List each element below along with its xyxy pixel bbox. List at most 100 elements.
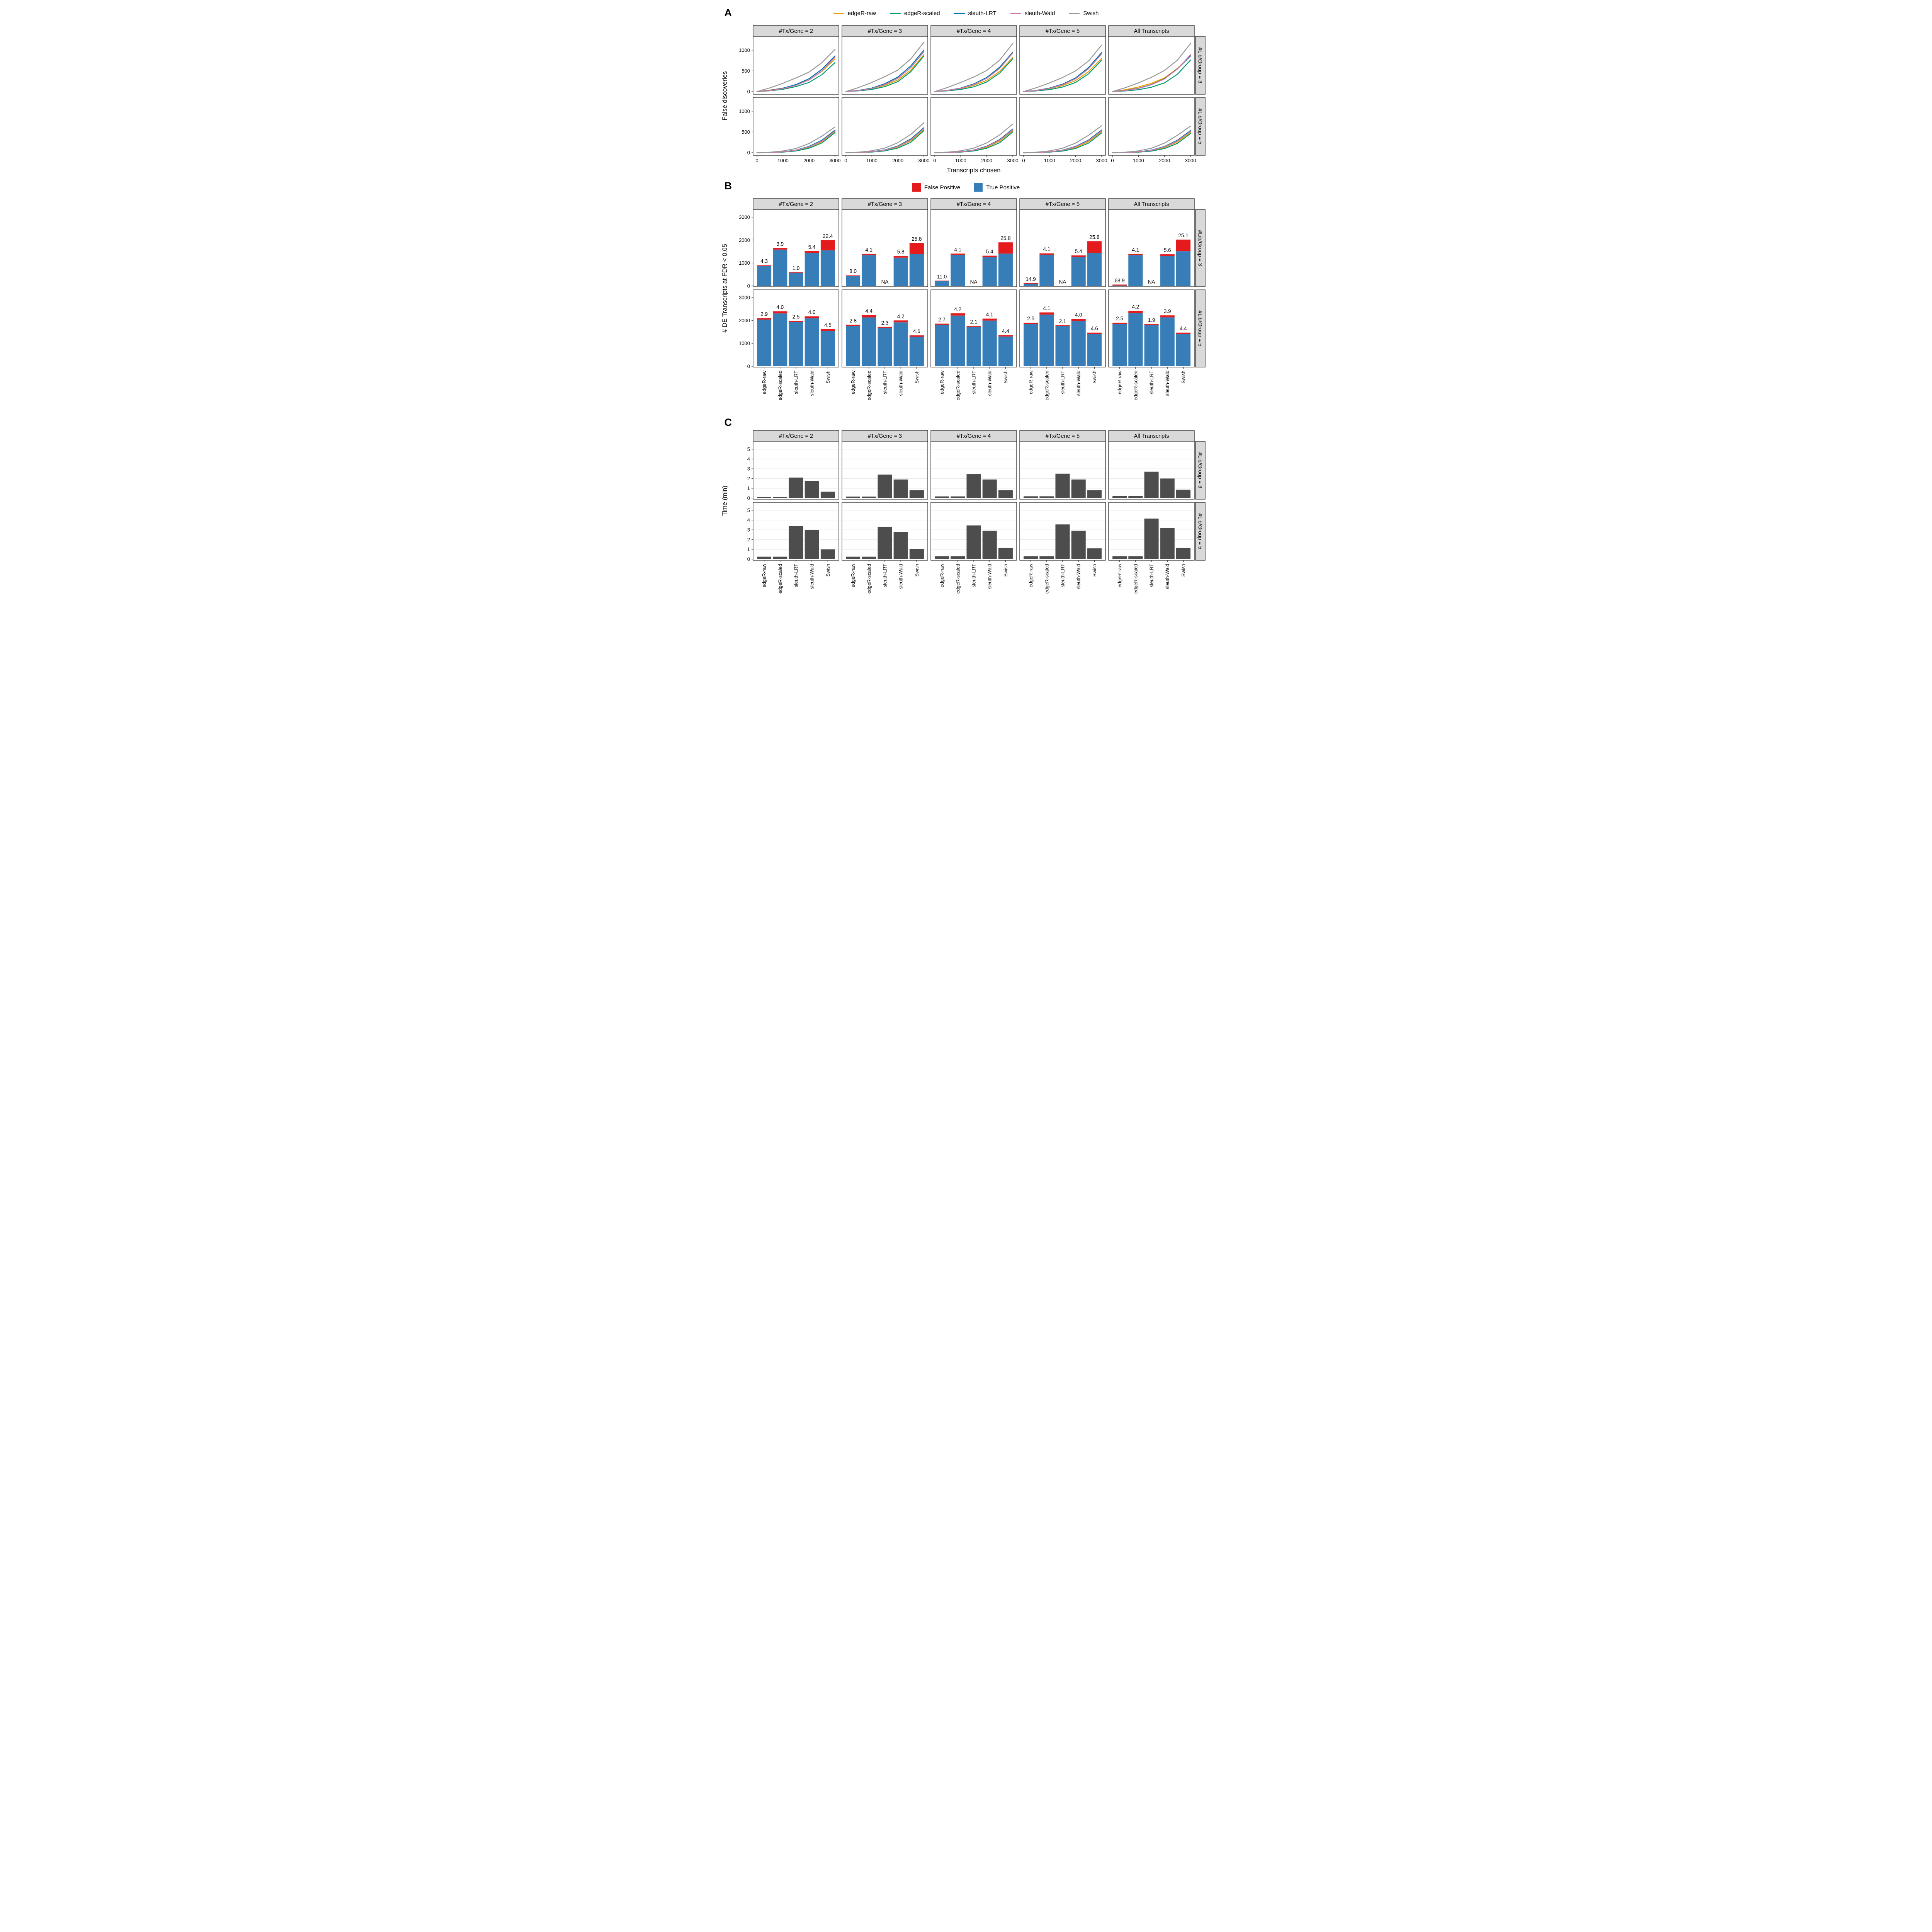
axis-ticks: 0 1 2 3 4 5 0 1 2 3 4 5 edgeR-raw edgeR-scaled sleuth-… — [747, 446, 1186, 594]
time-bar-sleuth-LRT — [1144, 471, 1159, 498]
bar-value-label: 4.6 — [913, 328, 920, 334]
x-category-label: edgeR-scaled — [955, 564, 961, 594]
legend-item-sleuth-Wald: sleuth-Wald — [1010, 10, 1055, 17]
bar-value-label: 4.3 — [760, 259, 768, 264]
legend-label: False Positive — [924, 184, 961, 191]
bar-true-positive-Swish — [909, 254, 924, 286]
series-line-sleuth-Wald — [1023, 53, 1102, 92]
time-bar-sleuth-Wald — [804, 530, 819, 559]
bar-true-positive-edgeR-scaled — [772, 313, 787, 366]
bar-false-positive-edgeR-raw — [757, 318, 771, 320]
x-category-label: sleuth-Wald — [1165, 564, 1170, 589]
bar-false-positive-edgeR-raw — [1112, 323, 1127, 324]
stacked-bar-facet: 2.7 4.2 2.1 4.1 4.4 — [934, 306, 1013, 366]
facet-col-label: #Tx/Gene = 3 — [867, 201, 901, 207]
legend-item-sleuth-LRT: sleuth-LRT — [954, 10, 997, 17]
facet-col-label: #Tx/Gene = 4 — [956, 28, 990, 34]
bar-true-positive-sleuth-Wald — [982, 320, 997, 366]
time-bar-sleuth-LRT — [877, 527, 892, 559]
x-category-label: edgeR-raw — [939, 563, 945, 587]
bar-value-label: 4.4 — [1180, 326, 1187, 332]
time-bar-edgeR-raw — [1112, 496, 1127, 498]
bar-true-positive-Swish — [998, 253, 1013, 286]
bar-value-label: 25.8 — [912, 236, 922, 242]
x-category-label: edgeR-scaled — [777, 564, 783, 594]
stacked-bar-facet: 2.8 4.4 2.3 4.2 4.6 — [845, 308, 924, 366]
x-category-label: sleuth-Wald — [987, 564, 992, 589]
bar-na-label: NA — [1059, 279, 1066, 285]
facet-col-label: #Tx/Gene = 3 — [867, 28, 901, 34]
legend-line-swatch-sleuth-Wald — [1010, 12, 1021, 14]
x-category-label: edgeR-raw — [1117, 563, 1122, 587]
y-tick-label: 2000 — [739, 318, 750, 323]
bar-true-positive-sleuth-Wald — [893, 257, 908, 286]
bar-value-label: 3.9 — [1163, 308, 1171, 314]
bar-true-positive-edgeR-raw — [757, 266, 771, 286]
bar-true-positive-Swish — [820, 250, 835, 286]
x-tick-label: 0 — [755, 158, 758, 163]
facet-col-label: #Tx/Gene = 2 — [779, 201, 813, 207]
x-tick-label: 0 — [933, 158, 936, 163]
bar-true-positive-edgeR-scaled — [1039, 255, 1054, 286]
legend-item-Swish: Swish — [1069, 10, 1099, 17]
facet-row-label: #Lib/Group = 5 — [1197, 513, 1203, 549]
legend-line-swatch-sleuth-LRT — [954, 12, 965, 14]
time-bar-edgeR-scaled — [1128, 556, 1143, 559]
bar-value-label: 1.9 — [1148, 317, 1155, 323]
x-tick-label: 3000 — [829, 158, 840, 163]
time-bar-edgeR-scaled — [1039, 556, 1054, 559]
facet-row-strip — [1195, 289, 1206, 367]
x-tick-label: 3000 — [1096, 158, 1107, 163]
x-tick-label: 2000 — [1070, 158, 1081, 163]
bar-value-label: 5.4 — [1075, 248, 1082, 254]
time-bar-edgeR-raw — [1023, 556, 1038, 559]
bar-value-label: 4.1 — [1043, 306, 1050, 311]
time-bar-Swish — [1087, 548, 1102, 559]
bar-true-positive-edgeR-scaled — [950, 315, 965, 366]
line-facet — [845, 42, 924, 92]
x-category-label: sleuth-LRT — [1060, 371, 1065, 394]
series-line-sleuth-Wald — [845, 51, 924, 92]
stacked-bar-facet: 4.3 3.9 1.0 5.4 22.4 — [757, 233, 835, 286]
chart-a-svg: #Tx/Gene = 2 #Tx/Gene = 3 #Tx/Gene = 4 #Tx/… — [721, 25, 1206, 174]
series-line-Swish — [1112, 126, 1191, 153]
bar-false-positive-sleuth-Wald — [1160, 315, 1175, 318]
legend-item-edgeR-scaled: edgeR-scaled — [890, 10, 940, 17]
time-bar-Swish — [998, 548, 1013, 559]
bar-value-label: 2.8 — [849, 318, 857, 324]
bar-false-positive-edgeR-raw — [757, 265, 771, 266]
bar-true-positive-edgeR-scaled — [772, 249, 787, 286]
bar-value-label: 5.4 — [808, 244, 815, 250]
facet-col-label: All Transcripts — [1134, 28, 1169, 34]
bar-true-positive-sleuth-Wald — [1071, 257, 1086, 286]
bar-value-label: 4.6 — [1091, 326, 1098, 332]
bar-true-positive-edgeR-scaled — [1128, 313, 1143, 366]
bar-true-positive-Swish — [998, 336, 1013, 366]
facet-row-label: #Lib/Group = 3 — [1197, 230, 1203, 266]
x-category-label: sleuth-LRT — [971, 564, 976, 587]
bar-facet — [931, 449, 1016, 498]
bar-false-positive-Swish — [998, 335, 1013, 337]
facet-col-label: #Tx/Gene = 5 — [1045, 433, 1079, 439]
x-tick-label: 3000 — [918, 158, 929, 163]
bar-false-positive-Swish — [1087, 332, 1102, 334]
legend-label: sleuth-LRT — [968, 10, 997, 17]
facet-col-label: #Tx/Gene = 2 — [779, 433, 813, 439]
bar-false-positive-sleuth-Wald — [893, 320, 908, 323]
stack-legend: False Positive True Positive — [720, 183, 1213, 192]
series-line-Swish — [934, 43, 1013, 92]
bar-true-positive-edgeR-scaled — [1039, 315, 1054, 366]
bar-true-positive-edgeR-raw — [1023, 283, 1038, 286]
x-tick-label: 1000 — [955, 158, 966, 163]
x-category-label: sleuth-Wald — [898, 564, 903, 589]
bar-false-positive-edgeR-scaled — [861, 315, 876, 318]
bar-value-label: 4.1 — [865, 247, 872, 253]
x-category-label: sleuth-LRT — [793, 564, 799, 587]
bar-true-positive-Swish — [1176, 334, 1190, 366]
bar-false-positive-edgeR-raw — [1023, 283, 1038, 284]
bar-facet — [753, 449, 838, 498]
bar-true-positive-edgeR-raw — [845, 326, 860, 366]
panel-box — [930, 97, 1017, 156]
x-category-label: edgeR-raw — [850, 370, 856, 394]
x-category-label: edgeR-raw — [939, 370, 945, 394]
